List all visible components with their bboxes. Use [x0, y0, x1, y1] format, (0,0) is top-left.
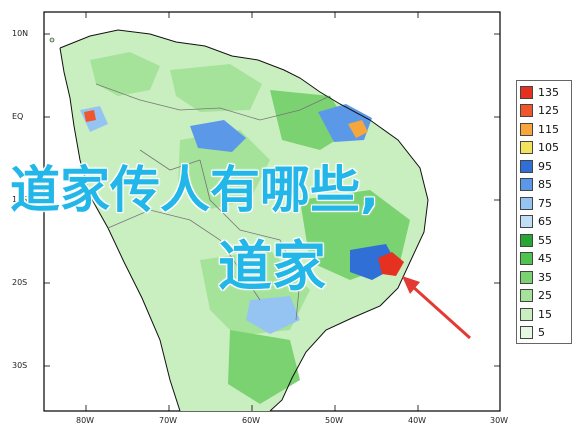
lat-label-20s: 20S [12, 278, 28, 287]
green-patch [178, 130, 270, 210]
lon-label-70w: 70W [159, 416, 178, 425]
lon-label-60w: 60W [242, 416, 261, 425]
legend-label: 5 [538, 326, 545, 339]
country-border [199, 159, 301, 321]
legend-row-115: 115 [520, 121, 559, 137]
legend-row-105: 105 [520, 140, 559, 156]
country-border [95, 83, 331, 121]
legend-swatch [520, 289, 533, 302]
legend-swatch [520, 270, 533, 284]
legend-row-75: 75 [520, 195, 552, 211]
country-border [139, 149, 201, 171]
legend-swatch [520, 233, 533, 247]
legend-row-15: 15 [520, 306, 552, 322]
legend-label: 105 [538, 141, 559, 154]
legend-swatch [520, 215, 533, 228]
hotspot-orange [348, 120, 368, 138]
coastline [59, 29, 429, 411]
lon-label-30w: 30W [490, 416, 509, 425]
legend-row-65: 65 [520, 214, 552, 230]
legend-label: 45 [538, 252, 552, 265]
legend-row-95: 95 [520, 158, 552, 174]
lon-label-40w: 40W [408, 416, 427, 425]
green-patch [90, 52, 160, 96]
legend-label: 35 [538, 270, 552, 284]
lon-label-50w: 50W [325, 416, 344, 425]
legend-row-45: 45 [520, 251, 552, 267]
legend-swatch [520, 326, 533, 339]
legend-row-5: 5 [520, 325, 545, 341]
legend-label: 25 [538, 289, 552, 302]
island [49, 37, 55, 43]
legend-label: 15 [538, 307, 552, 321]
legend-swatch [520, 178, 533, 191]
green-patch [228, 330, 300, 404]
legend-row-55: 55 [520, 232, 552, 248]
legend-swatch [520, 196, 533, 210]
overlay-title-line2: 道家 [218, 235, 326, 298]
legend-swatch [520, 141, 533, 154]
legend-label: 55 [538, 233, 552, 247]
legend-swatch [520, 159, 533, 173]
color-legend: 135 125 115 105 95 85 75 65 55 45 35 25 15 5 [516, 80, 572, 344]
legend-row-125: 125 [520, 103, 559, 119]
legend-swatch [520, 252, 533, 265]
legend-label: 135 [538, 85, 559, 99]
legend-label: 115 [538, 122, 559, 136]
legend-label: 125 [538, 104, 559, 117]
legend-swatch [520, 104, 533, 117]
legend-label: 75 [538, 196, 552, 210]
lat-label-eq: EQ [12, 112, 24, 121]
overlay-title-line1: 道家传人有哪些, [10, 161, 379, 219]
legend-label: 95 [538, 159, 552, 173]
country-border [107, 209, 261, 301]
coastline-west [59, 47, 181, 411]
green-patch [170, 64, 262, 112]
blue-patch [190, 120, 246, 152]
red-arrow [402, 276, 472, 340]
lat-label-10s: 10S [12, 195, 28, 204]
legend-swatch [520, 122, 533, 136]
lat-ticks [44, 33, 500, 367]
hotspot-red [378, 252, 404, 276]
blue-patch [246, 296, 300, 334]
lat-label-10n: 10N [12, 29, 29, 38]
legend-row-25: 25 [520, 288, 552, 304]
legend-row-35: 35 [520, 269, 552, 285]
lon-label-80w: 80W [76, 416, 95, 425]
legend-swatch [520, 307, 533, 321]
legend-label: 65 [538, 215, 552, 228]
lat-label-30s: 30S [12, 361, 28, 370]
legend-label: 85 [538, 178, 552, 191]
hotspot-red [84, 110, 96, 122]
legend-row-135: 135 [520, 84, 559, 100]
legend-row-85: 85 [520, 177, 552, 193]
legend-swatch [520, 85, 533, 99]
lon-ticks [85, 12, 501, 411]
